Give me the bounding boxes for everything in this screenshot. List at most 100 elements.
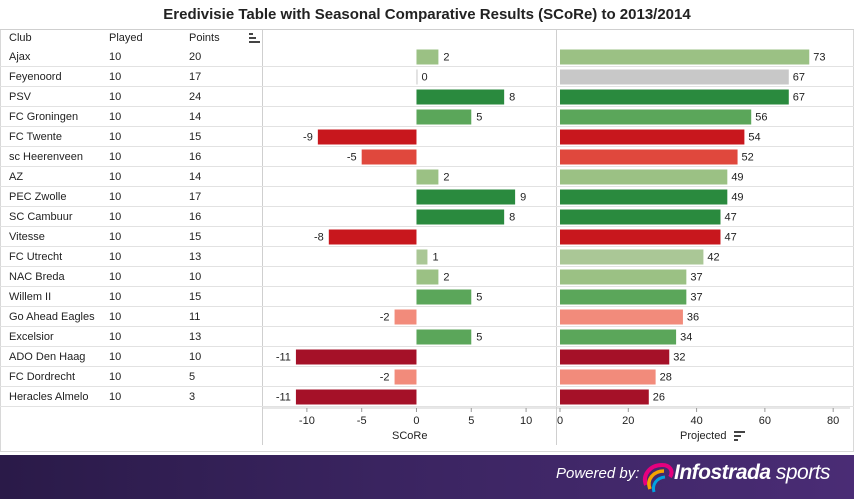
projected-bar (560, 289, 687, 305)
projected-tick-label: 0 (557, 415, 563, 427)
score-bar (416, 269, 439, 285)
score-tick-label: -5 (357, 415, 367, 427)
points-value: 13 (189, 251, 202, 263)
projected-value-label: 67 (793, 92, 805, 104)
points-value: 14 (189, 111, 202, 123)
table-row[interactable]: FC Twente 10 15 (0, 127, 854, 147)
table-row[interactable]: Go Ahead Eagles 10 11 (0, 307, 854, 327)
club-name: FC Utrecht (9, 251, 63, 263)
header-club[interactable]: Club (9, 32, 32, 44)
score-value-label: -11 (276, 392, 291, 404)
table-row[interactable]: SC Cambuur 10 16 (0, 207, 854, 227)
projected-value-label: 52 (742, 152, 754, 164)
projected-value-label: 49 (731, 172, 743, 184)
projected-tick-label: 20 (622, 415, 634, 427)
table-row[interactable]: Ajax 10 20 (0, 47, 854, 67)
projected-bar (560, 109, 752, 125)
sort-descending-icon[interactable] (734, 431, 746, 442)
score-bar (317, 129, 417, 145)
score-tick-label: 10 (520, 415, 532, 427)
infostrada-logo-icon (643, 462, 674, 493)
score-bar (416, 89, 505, 105)
projected-bar (560, 249, 704, 265)
projected-tick-label: 60 (759, 415, 771, 427)
projected-value-label: 47 (724, 232, 736, 244)
table-row[interactable]: sc Heerenveen 10 16 (0, 147, 854, 167)
powered-by-label: Powered by: (556, 465, 640, 482)
score-value-label: 2 (443, 172, 449, 184)
score-bar (416, 249, 428, 265)
club-name: Go Ahead Eagles (9, 311, 95, 323)
table-row[interactable]: Heracles Almelo 10 3 (0, 387, 854, 407)
played-value: 10 (109, 151, 122, 163)
score-bar (416, 209, 505, 225)
played-value: 10 (109, 191, 122, 203)
projected-value-label: 47 (724, 212, 736, 224)
score-value-label: 0 (421, 72, 427, 84)
club-name: NAC Breda (9, 271, 65, 283)
table-row[interactable]: NAC Breda 10 10 (0, 267, 854, 287)
score-value-label: 5 (476, 112, 482, 124)
points-value: 13 (189, 331, 202, 343)
projected-value-label: 34 (680, 332, 692, 344)
projected-bar (560, 209, 721, 225)
score-bar (416, 169, 439, 185)
table-row[interactable]: Excelsior 10 13 (0, 327, 854, 347)
club-name: sc Heerenveen (9, 151, 83, 163)
score-value-label: -2 (380, 372, 390, 384)
points-value: 24 (189, 91, 202, 103)
sort-descending-icon[interactable] (249, 33, 261, 45)
score-bar (416, 109, 472, 125)
projected-bar (560, 269, 687, 285)
table-row[interactable]: PEC Zwolle 10 17 (0, 187, 854, 207)
header-points[interactable]: Points (189, 32, 220, 44)
table-row[interactable]: FC Groningen 10 14 (0, 107, 854, 127)
projected-bar (560, 49, 810, 65)
projected-bar (560, 389, 649, 405)
club-name: Excelsior (9, 331, 54, 343)
table-row[interactable]: Willem II 10 15 (0, 287, 854, 307)
projected-bar (560, 369, 656, 385)
projected-value-label: 26 (653, 392, 665, 404)
table-row[interactable]: FC Utrecht 10 13 (0, 247, 854, 267)
projected-value-label: 49 (731, 192, 743, 204)
projected-value-label: 73 (813, 52, 825, 64)
table-row[interactable]: ADO Den Haag 10 10 (0, 347, 854, 367)
infostrada-logo[interactable]: Infostrada sports (674, 461, 831, 484)
score-bar (394, 369, 417, 385)
played-value: 10 (109, 71, 122, 83)
played-value: 10 (109, 111, 122, 123)
club-name: PSV (9, 91, 32, 103)
played-value: 10 (109, 211, 122, 223)
score-value-label: -5 (347, 152, 357, 164)
chart-title: Eredivisie Table with Seasonal Comparati… (0, 0, 854, 30)
score-value-label: -8 (314, 232, 324, 244)
table-row[interactable]: PSV 10 24 (0, 87, 854, 107)
projected-bar (560, 229, 721, 245)
table-row[interactable]: FC Dordrecht 10 5 (0, 367, 854, 387)
projected-tick-label: 40 (690, 415, 702, 427)
club-name: Ajax (9, 51, 31, 63)
projected-bar (560, 309, 683, 325)
points-value: 20 (189, 51, 202, 63)
club-name: PEC Zwolle (9, 191, 67, 203)
score-value-label: 5 (476, 332, 482, 344)
score-value-label: 2 (443, 272, 449, 284)
table-row[interactable]: Feyenoord 10 17 (0, 67, 854, 87)
points-value: 16 (189, 211, 202, 223)
table-row[interactable]: AZ 10 14 (0, 167, 854, 187)
projected-value-label: 56 (755, 112, 767, 124)
table-row[interactable]: Vitesse 10 15 (0, 227, 854, 247)
projected-value-label: 37 (690, 292, 702, 304)
projected-bar (560, 69, 789, 85)
points-value: 14 (189, 171, 202, 183)
played-value: 10 (109, 291, 122, 303)
points-value: 17 (189, 191, 202, 203)
played-value: 10 (109, 231, 122, 243)
played-value: 10 (109, 331, 122, 343)
score-value-label: 8 (509, 212, 515, 224)
played-value: 10 (109, 171, 122, 183)
projected-value-label: 67 (793, 72, 805, 84)
header-played[interactable]: Played (109, 32, 143, 44)
